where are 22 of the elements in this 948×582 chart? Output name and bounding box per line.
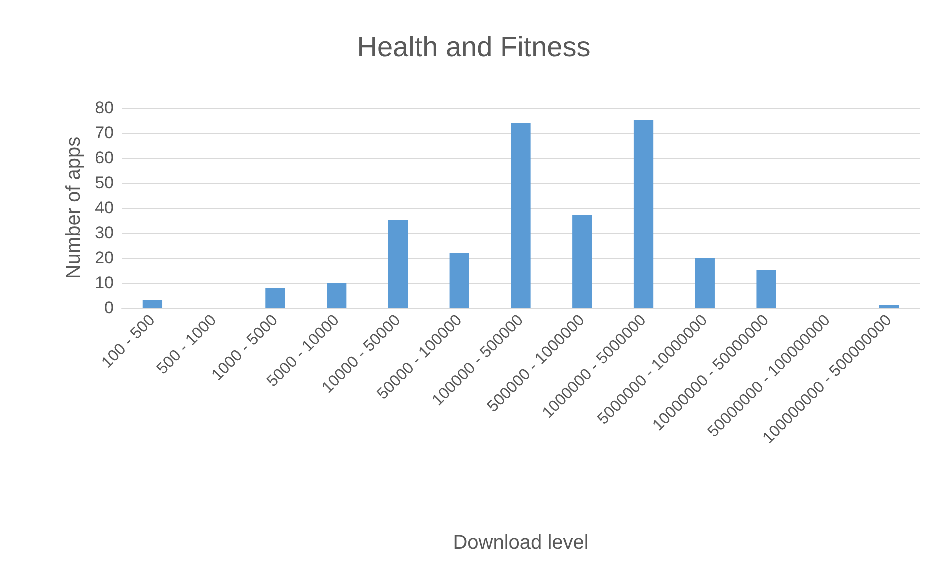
x-axis-title: Download level <box>453 532 589 554</box>
bar <box>266 288 286 308</box>
bar <box>634 120 654 308</box>
bar <box>511 123 531 308</box>
y-tick-label: 10 <box>95 274 114 292</box>
bar <box>450 253 470 308</box>
bar <box>572 216 592 308</box>
bar <box>142 300 163 308</box>
y-tick-label: 70 <box>95 124 114 142</box>
chart-title: Health and Fitness <box>357 32 591 62</box>
bar <box>695 258 715 308</box>
y-tick-label: 80 <box>95 98 114 118</box>
y-tick-label: 50 <box>95 174 114 192</box>
bar <box>756 270 776 308</box>
y-tick-label: 20 <box>95 248 114 268</box>
bar <box>388 220 408 308</box>
bar <box>327 283 347 308</box>
y-tick-label: 30 <box>95 224 114 242</box>
y-tick-label: 40 <box>95 198 114 218</box>
y-tick-label: 60 <box>95 148 114 168</box>
y-axis-title: Number of apps <box>63 136 85 280</box>
y-tick-label: 0 <box>104 298 114 318</box>
